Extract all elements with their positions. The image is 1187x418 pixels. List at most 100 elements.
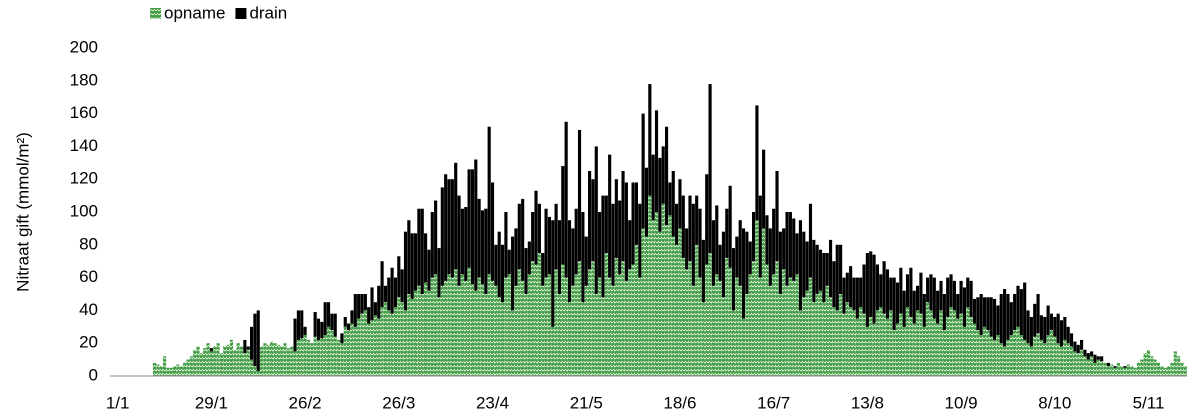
bar-segment	[962, 326, 967, 376]
bar-segment	[554, 203, 558, 270]
bar-segment	[172, 366, 177, 376]
x-tick-label: 21/5	[570, 393, 603, 412]
bar-segment	[1069, 346, 1074, 376]
bar-segment	[999, 343, 1003, 376]
bar-segment	[795, 274, 799, 376]
bar-segment	[594, 146, 598, 294]
bar-segment	[1029, 346, 1033, 376]
bar-segment	[541, 285, 545, 376]
bar-segment	[380, 261, 384, 308]
bar-segment	[169, 367, 173, 376]
bar-segment	[330, 330, 334, 376]
bar-segment	[741, 318, 746, 376]
bar-segment	[1063, 339, 1067, 376]
bar-segment	[698, 277, 702, 376]
bar-segment	[564, 277, 568, 376]
bar-segment	[999, 294, 1003, 344]
bar-segment	[494, 285, 498, 376]
bar-segment	[745, 294, 749, 376]
x-tick-label: 29/1	[195, 393, 228, 412]
bar-segment	[330, 313, 334, 331]
bar-segment	[972, 323, 977, 376]
bar-segment	[701, 302, 705, 376]
bar-segment	[1090, 356, 1094, 376]
bar-segment	[183, 362, 187, 376]
bar-segment	[949, 307, 953, 376]
bar-segment	[695, 244, 699, 376]
bar-segment	[842, 277, 846, 314]
bar-segment	[460, 274, 464, 376]
bar-segment	[808, 203, 813, 278]
bar-segment	[608, 154, 612, 278]
bar-segment	[782, 228, 786, 270]
y-tick-label: 60	[79, 267, 98, 286]
bar-segment	[651, 220, 655, 376]
bar-segment	[477, 198, 481, 278]
bar-segment	[1113, 367, 1117, 376]
bar-segment	[675, 203, 679, 245]
bar-segment	[631, 264, 635, 376]
bar-segment	[320, 338, 324, 376]
bar-segment	[946, 277, 950, 317]
bar-segment	[705, 174, 709, 265]
bar-segment	[932, 277, 936, 319]
bar-segment	[1167, 366, 1171, 376]
bar-segment	[849, 307, 853, 376]
bar-segment	[1026, 310, 1030, 344]
bar-segment	[326, 326, 331, 376]
bar-segment	[176, 364, 180, 376]
bar-segment	[444, 174, 448, 281]
bar-segment	[249, 326, 254, 360]
bar-segment	[859, 307, 863, 376]
bar-segment	[718, 280, 722, 376]
bar-segment	[1083, 356, 1087, 376]
y-tick-label: 140	[70, 136, 98, 155]
bar-segment	[956, 318, 960, 376]
bar-segment	[745, 231, 749, 294]
bar-segment	[598, 212, 602, 278]
bar-segment	[383, 302, 387, 376]
bar-segment	[213, 346, 217, 376]
bar-segment	[1033, 336, 1037, 376]
bar-segment	[323, 335, 327, 376]
bar-segment	[293, 318, 297, 352]
bar-segment	[1039, 339, 1043, 376]
bar-segment	[932, 318, 936, 376]
bar-segment	[571, 285, 575, 376]
bar-segment	[855, 277, 859, 319]
bar-segment	[544, 208, 548, 278]
bar-segment	[869, 251, 873, 317]
bar-segment	[561, 264, 565, 376]
bar-segment	[936, 290, 940, 324]
bar-segment	[644, 167, 649, 237]
bar-segment	[1073, 351, 1077, 376]
bar-segment	[594, 294, 598, 376]
bar-segment	[480, 284, 485, 376]
bar-segment	[952, 280, 956, 311]
bar-segment	[624, 182, 628, 281]
bar-segment	[618, 274, 622, 376]
bar-segment	[658, 157, 662, 232]
bar-segment	[832, 261, 836, 308]
bar-segment	[189, 356, 193, 376]
bar-segment	[588, 171, 592, 270]
bar-segment	[1003, 289, 1007, 347]
bar-segment	[919, 272, 923, 314]
bar-segment	[1103, 362, 1107, 376]
bar-segment	[490, 182, 495, 281]
bar-segment	[323, 302, 327, 335]
bar-segment	[808, 277, 813, 376]
bar-segment	[454, 162, 458, 270]
bar-segment	[839, 244, 843, 294]
bar-segment	[611, 203, 615, 286]
legend-swatch	[235, 8, 247, 19]
bar-segment	[313, 336, 317, 376]
bar-segment	[1019, 289, 1023, 335]
bar-segment	[1170, 362, 1174, 376]
bar-segment	[711, 220, 715, 286]
bar-segment	[748, 274, 752, 376]
bar-segment	[1036, 294, 1040, 334]
bar-segment	[256, 310, 260, 372]
bar-segment	[537, 203, 541, 253]
bar-segment	[460, 208, 464, 275]
